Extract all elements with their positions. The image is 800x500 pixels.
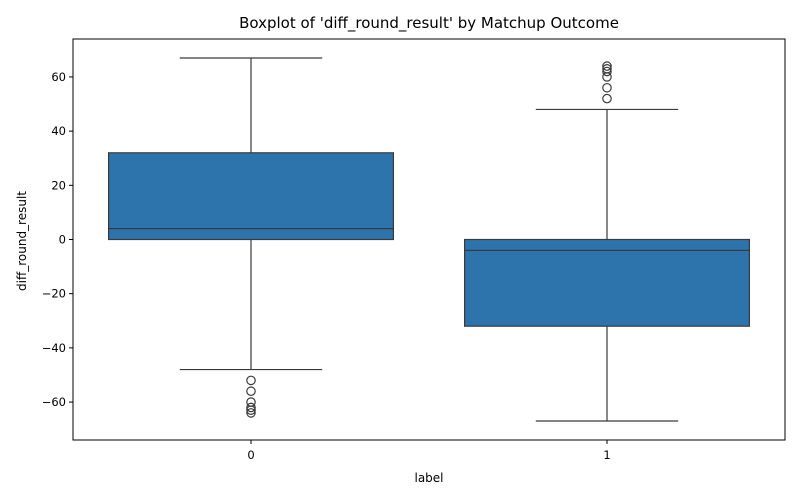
- outlier-point: [246, 405, 256, 415]
- outlier-point: [602, 82, 612, 93]
- x-tick-label: 1: [603, 448, 610, 462]
- y-tick-label: −60: [42, 395, 66, 409]
- box-iqr: [107, 152, 394, 241]
- outlier-point: [602, 66, 612, 77]
- outlier-point: [246, 402, 256, 413]
- outlier-point: [246, 408, 256, 418]
- y-tick-label: 40: [51, 124, 66, 138]
- y-tick-label: 20: [51, 178, 66, 192]
- y-tick-label: −20: [42, 287, 66, 301]
- y-axis-label: diff_round_result: [15, 191, 29, 291]
- outlier-point: [246, 375, 256, 386]
- outlier-point: [246, 386, 256, 397]
- x-tick-label: 0: [247, 448, 254, 462]
- chart-title: Boxplot of 'diff_round_result' by Matchu…: [239, 14, 619, 33]
- y-tick-label: 60: [51, 70, 66, 84]
- plot-area: −60 −40 −20 0 20 40 60 0 1: [42, 38, 786, 462]
- x-axis-label: label: [414, 471, 443, 485]
- box-iqr: [464, 238, 750, 327]
- outlier-point: [602, 64, 612, 74]
- y-tick-label: −40: [42, 341, 66, 355]
- outlier-point: [602, 61, 612, 71]
- y-tick-label: 0: [59, 233, 66, 247]
- outlier-point: [602, 93, 612, 104]
